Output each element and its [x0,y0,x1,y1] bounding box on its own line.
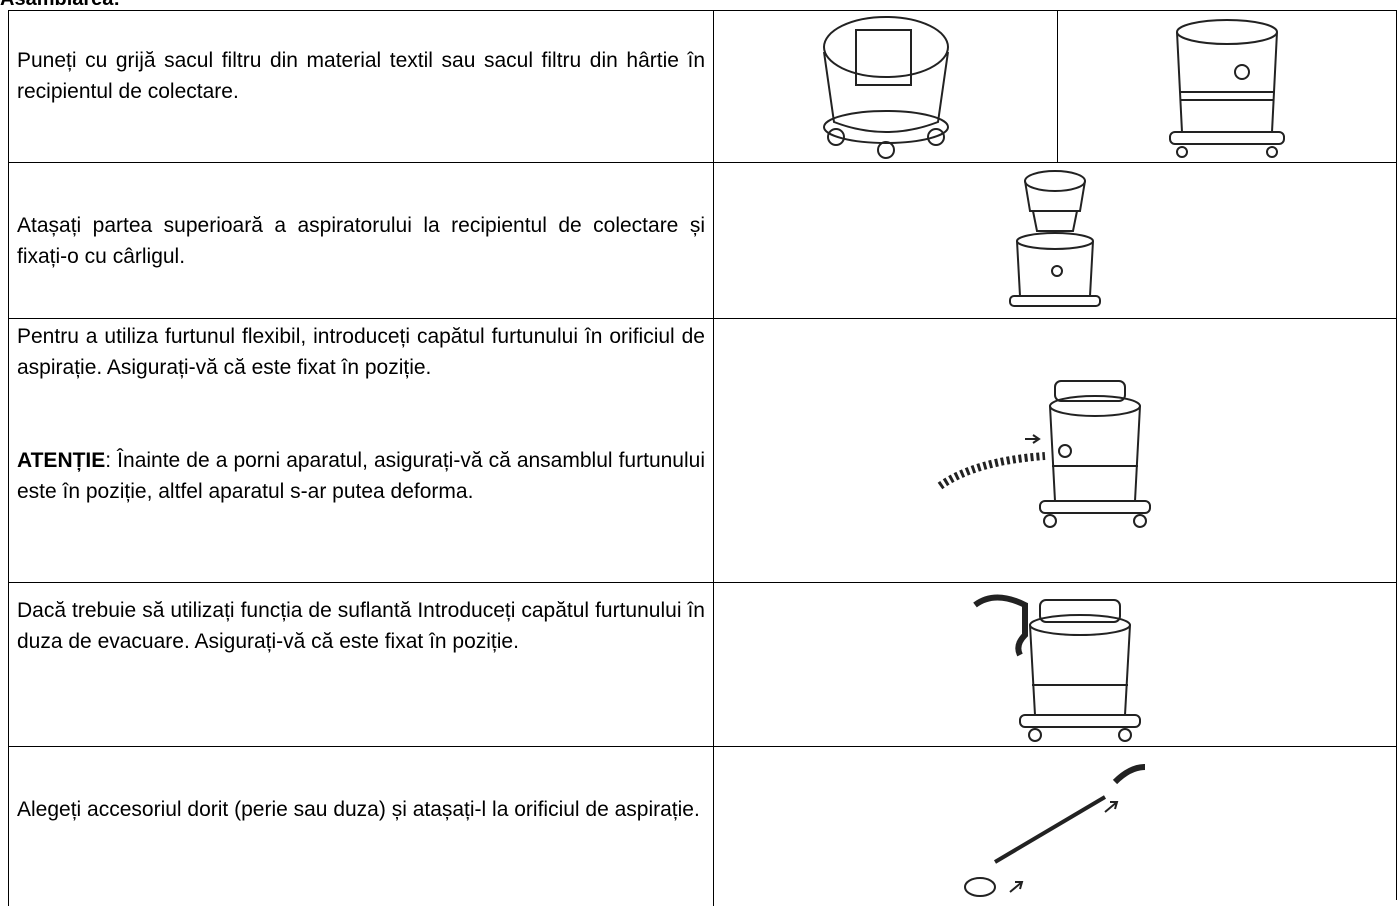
section-title: Asamblarea: [0,0,120,11]
warning-label: ATENȚIE [17,449,106,472]
vacuum-container-image [1169,18,1285,158]
instruction: Pentru a utiliza furtunul flexibil, intr… [17,325,705,379]
warning-text: : Înainte de a porni aparatul, asigurați… [17,449,705,503]
table: Puneți cu grijă sacul filtru din materia… [8,10,1397,906]
illustration [1057,10,1396,162]
vacuum-assembly-image [1009,169,1101,307]
accessories-image [964,763,1146,897]
instruction: Alegeți accesoriul dorit (perie sau duza… [17,798,700,821]
illustration [713,746,1396,906]
illustration [713,162,1396,318]
instruction: Atașați partea superioară a aspiratorulu… [17,214,705,268]
vacuum-bag-image [822,15,949,159]
instruction: Puneți cu grijă sacul filtru din materia… [17,49,705,103]
instruction: Dacă trebuie să utilizați funcția de suf… [17,599,705,653]
row-text: Dacă trebuie să utilizați funcția de suf… [8,582,713,746]
illustration [713,582,1396,746]
row-text: Pentru a utiliza furtunul flexibil, intr… [8,318,713,582]
blower-image [973,594,1141,742]
row-text: Atașați partea superioară a aspiratorulu… [8,162,713,318]
illustration [713,10,1057,162]
row-text: Puneți cu grijă sacul filtru din materia… [8,10,713,162]
hose-attach-image [937,379,1151,528]
warning: ATENȚIE: Înainte de a porni aparatul, as… [17,445,705,507]
illustration [713,318,1396,582]
row-text: Alegeți accesoriul dorit (perie sau duza… [8,746,713,906]
